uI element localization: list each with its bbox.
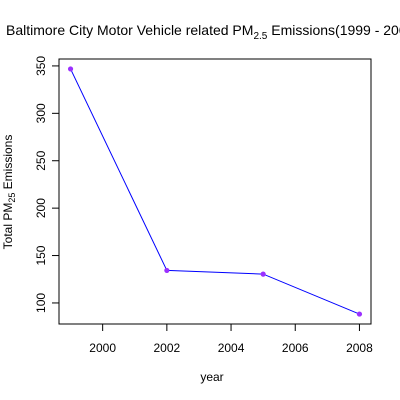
y-tick-label: 200	[34, 198, 48, 218]
x-tick-label: 2004	[218, 341, 245, 355]
x-axis: 2000 2002 2004 2006 2008	[89, 323, 373, 355]
y-axis: 100 150 200 250 300 350	[34, 56, 60, 313]
y-tick-label: 100	[34, 293, 48, 313]
x-axis-label: year	[200, 370, 223, 384]
plot-frame	[58, 58, 372, 325]
x-tick-label: 2000	[89, 341, 116, 355]
data-point	[260, 271, 266, 277]
data-point	[356, 311, 363, 317]
y-tick-label: 150	[34, 245, 48, 265]
chart-title: Baltimore City Motor Vehicle related PM2…	[6, 22, 400, 42]
y-axis-label: Total PM25 Emissions	[1, 135, 17, 250]
y-tick-label: 350	[34, 56, 48, 76]
series-emissions	[67, 66, 363, 317]
data-point	[164, 267, 170, 274]
series-line	[70, 68, 360, 315]
x-tick-label: 2002	[154, 341, 181, 355]
y-tick-label: 300	[34, 103, 48, 123]
x-tick-label: 2006	[282, 341, 309, 355]
data-point	[67, 66, 74, 72]
y-tick-label: 250	[34, 150, 48, 170]
x-tick-label: 2008	[346, 341, 373, 355]
